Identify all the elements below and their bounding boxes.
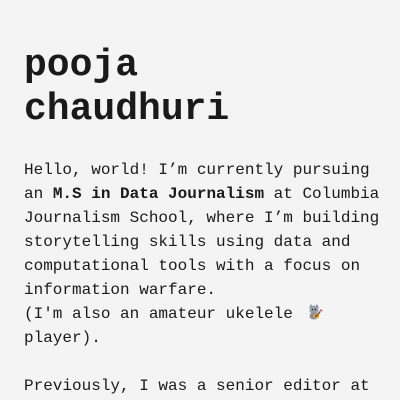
hobby-paragraph: (I'm also an amateur ukelele player). — [24, 302, 384, 350]
previous-paragraph: Previously, I was a senior editor at — [24, 374, 384, 398]
page-title: pooja chaudhuri — [24, 44, 384, 132]
ukulele-cat-icon — [306, 302, 324, 320]
intro-paragraph: Hello, world! I’m currently pursuing an … — [24, 158, 384, 302]
title-last-name: chaudhuri — [24, 88, 230, 131]
degree-highlight: M.S in Data Journalism — [52, 185, 265, 203]
previous-text: Previously, I was a senior editor at — [24, 377, 370, 395]
bio-section: pooja chaudhuri Hello, world! I’m curren… — [24, 44, 384, 398]
hobby-text-end: player). — [24, 329, 101, 347]
intro-text-start: Hello, world! I’m currently pursuing an — [24, 161, 370, 203]
hobby-text: (I'm also an amateur ukelele — [24, 305, 293, 323]
title-first-name: pooja — [24, 44, 139, 87]
intro-text-end: at Columbia Journalism School, where I’m… — [24, 185, 380, 299]
